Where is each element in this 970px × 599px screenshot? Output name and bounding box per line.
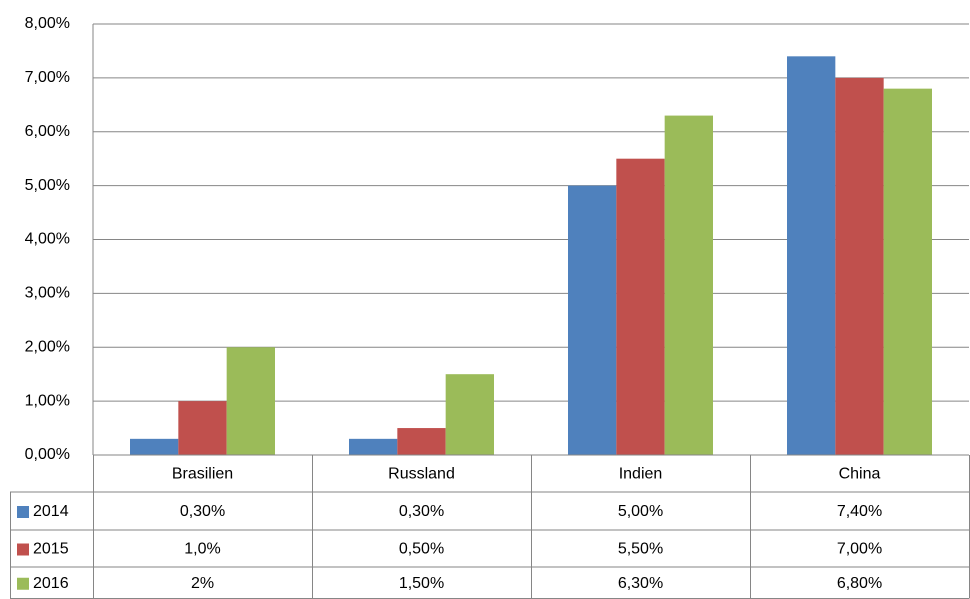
table-value: 6,80% [837, 575, 882, 592]
bar [835, 77, 884, 455]
table-value: 5,50% [618, 541, 663, 558]
bar [787, 56, 836, 455]
table-value: 1,50% [399, 575, 444, 592]
table-value: 7,40% [837, 503, 882, 520]
table-value: 0,50% [399, 541, 444, 558]
legend-label: 2016 [33, 575, 69, 592]
bar [349, 438, 398, 455]
bar [130, 438, 179, 455]
y-tick-label: 2,00% [25, 338, 70, 355]
x-tick-label: Russland [388, 466, 455, 483]
y-tick-label: 5,00% [25, 177, 70, 194]
y-tick-label: 0,00% [25, 446, 70, 463]
table-value: 1,0% [184, 541, 220, 558]
bar [616, 158, 665, 455]
bar [883, 88, 932, 456]
bar [226, 347, 275, 455]
table-value: 7,00% [837, 541, 882, 558]
y-tick-label: 4,00% [25, 231, 70, 248]
bar [568, 185, 617, 455]
legend-swatch [17, 577, 29, 590]
bar [397, 428, 446, 455]
table-value: 6,30% [618, 575, 663, 592]
legend-label: 2015 [33, 541, 69, 558]
table-value: 0,30% [180, 503, 225, 520]
table-value: 2% [191, 575, 214, 592]
bar [664, 115, 713, 456]
x-tick-label: China [839, 466, 881, 483]
y-tick-label: 8,00% [25, 15, 70, 32]
bar [178, 401, 227, 455]
table-value: 0,30% [399, 503, 444, 520]
y-tick-label: 7,00% [25, 69, 70, 86]
legend-label: 2014 [33, 503, 69, 520]
y-tick-label: 6,00% [25, 123, 70, 140]
legend-swatch [17, 506, 29, 518]
y-tick-label: 3,00% [25, 285, 70, 302]
x-tick-label: Brasilien [172, 466, 233, 483]
table-value: 5,00% [618, 503, 663, 520]
y-tick-label: 1,00% [25, 392, 70, 409]
legend-swatch [17, 543, 29, 556]
x-tick-label: Indien [619, 466, 663, 483]
bar [445, 374, 494, 455]
